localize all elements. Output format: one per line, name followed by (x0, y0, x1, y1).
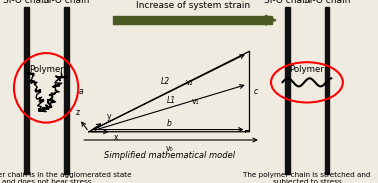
Text: Si-O chain: Si-O chain (43, 0, 89, 5)
Text: The polymer chain is in the agglomerated state
and does not bear stress: The polymer chain is in the agglomerated… (0, 172, 132, 183)
Text: v₀: v₀ (165, 144, 173, 153)
Bar (24, 7, 29, 174)
Text: L1: L1 (166, 96, 176, 105)
Text: v₁: v₁ (192, 97, 199, 106)
Text: b: b (167, 119, 172, 128)
Text: Polymer: Polymer (29, 65, 64, 74)
Text: x: x (113, 133, 118, 142)
Bar (64, 7, 69, 174)
Text: a: a (79, 87, 83, 96)
Text: Si-O chain: Si-O chain (304, 0, 350, 5)
Text: c: c (254, 87, 258, 96)
Text: Increase of system strain: Increase of system strain (136, 1, 250, 10)
Text: v₂: v₂ (186, 78, 194, 87)
Text: Si-O chain: Si-O chain (3, 0, 50, 5)
Text: y: y (107, 112, 112, 121)
Text: z: z (76, 109, 79, 117)
Bar (113, 16, 272, 24)
Text: The polymer chain is stretched and
subjected to stress: The polymer chain is stretched and subje… (243, 172, 371, 183)
Text: L2: L2 (161, 77, 170, 86)
Text: Simplified mathematical model: Simplified mathematical model (104, 151, 235, 160)
Text: Polymer: Polymer (290, 65, 324, 74)
Text: Si-O chain: Si-O chain (264, 0, 310, 5)
Bar (324, 7, 330, 174)
Bar (285, 7, 290, 174)
